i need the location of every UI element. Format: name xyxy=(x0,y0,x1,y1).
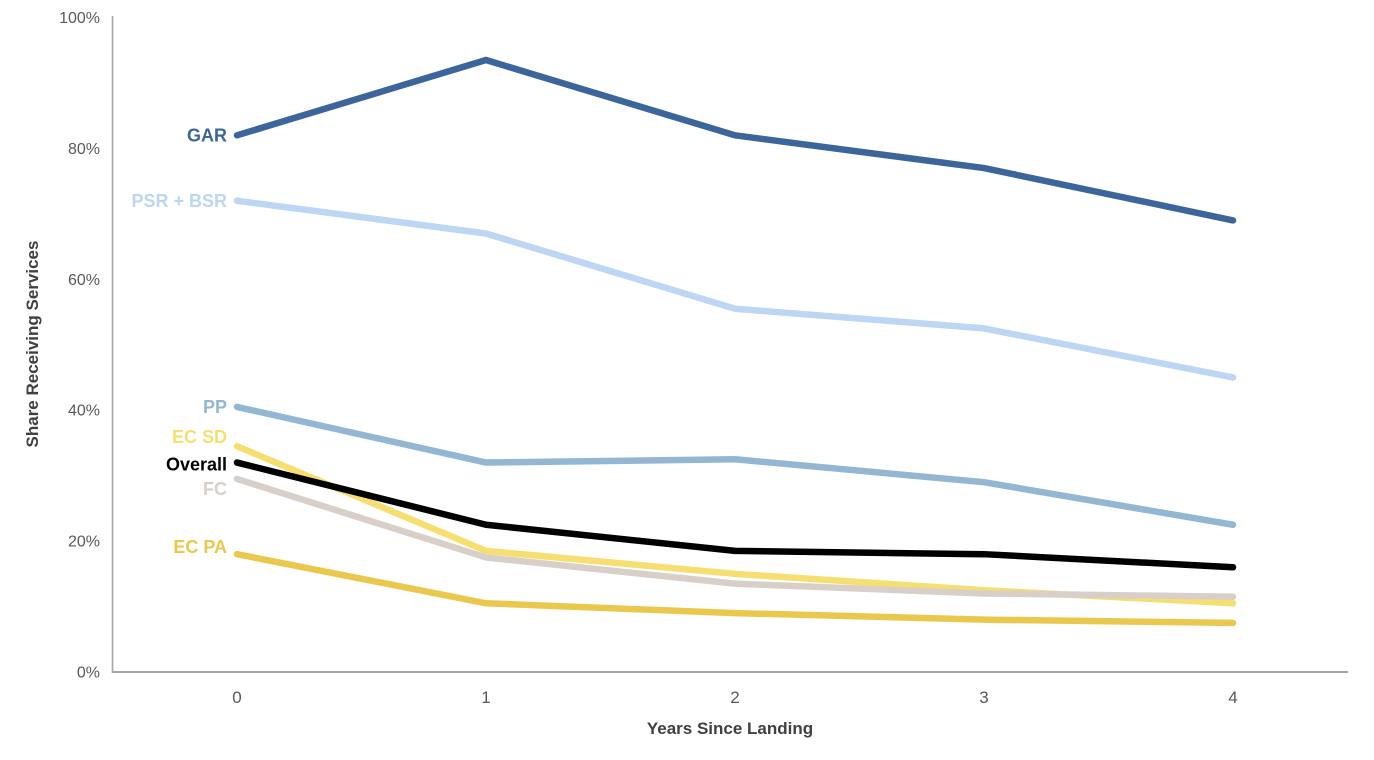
series-line-pp xyxy=(233,403,1237,528)
x-axis-title: Years Since Landing xyxy=(647,719,813,738)
series-label-gar: GAR xyxy=(187,125,227,145)
x-tick-label-0: 0 xyxy=(232,688,241,707)
series-label-ec-pa: EC PA xyxy=(173,537,227,557)
series-label-ec-sd: EC SD xyxy=(172,427,227,447)
x-tick-label-4: 4 xyxy=(1228,688,1237,707)
x-tick-label-1: 1 xyxy=(481,688,490,707)
series-line-gar xyxy=(233,56,1237,224)
series-line-ec-pa xyxy=(233,550,1237,627)
series-label-fc: FC xyxy=(203,479,227,499)
y-tick-label-60pct: 60% xyxy=(68,272,100,289)
series-line-overall xyxy=(233,459,1237,571)
series-label-overall: Overall xyxy=(166,455,227,475)
x-tick-label-2: 2 xyxy=(730,688,739,707)
series-line-psr-bsr xyxy=(233,197,1237,381)
y-tick-label-20pct: 20% xyxy=(68,534,100,551)
y-tick-label-80pct: 80% xyxy=(68,141,100,158)
series-label-psr-bsr: PSR + BSR xyxy=(131,191,227,211)
x-tick-label-3: 3 xyxy=(979,688,988,707)
y-axis-title: Share Receiving Services xyxy=(23,241,42,448)
y-tick-label-40pct: 40% xyxy=(68,403,100,420)
series-line-fc xyxy=(233,475,1237,600)
series-label-pp: PP xyxy=(203,397,227,417)
y-tick-label-0pct: 0% xyxy=(77,665,100,682)
y-tick-label-100pct: 100% xyxy=(59,10,100,27)
